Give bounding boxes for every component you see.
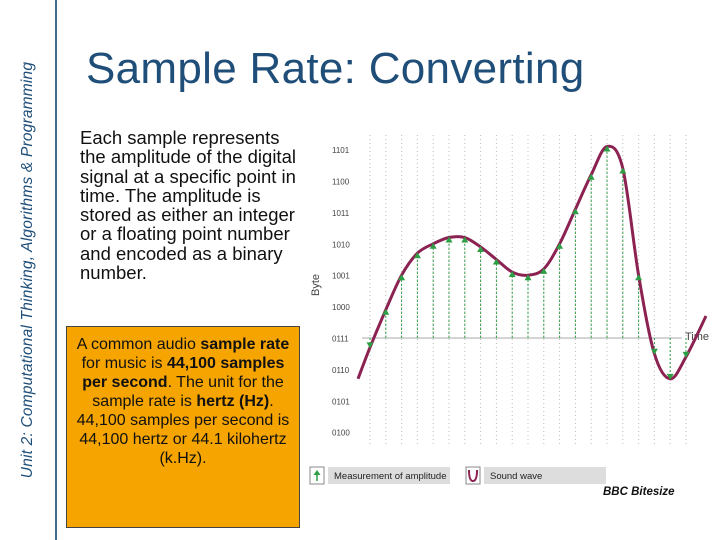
source-credit: BBC Bitesize (603, 486, 675, 498)
page-title: Sample Rate: Converting (86, 44, 585, 93)
sample-arrow (524, 274, 532, 281)
sample-arrow (508, 271, 516, 278)
sample-arrows (366, 145, 690, 380)
sound-wave-chart: 1101 1100 1011 1010 1001 1000 0111 0110 0101 0100… (309, 135, 709, 485)
sample-arrow (492, 258, 500, 265)
sample-arrow (619, 167, 627, 174)
sidebar: Unit 2: Computational Thinking, Algorith… (0, 0, 57, 540)
sample-stems (369, 146, 687, 379)
arrow-up-icon (313, 470, 321, 475)
sample-arrow (540, 267, 548, 274)
sample-arrow (666, 373, 674, 380)
sound-wave (356, 144, 708, 381)
sample-arrow (429, 242, 437, 249)
sample-arrow (382, 308, 390, 315)
legend-amplitude-label: Measurement of amplitude (334, 471, 446, 482)
sample-arrow (461, 236, 469, 243)
sample-rate-note: A common audio sample rate for music is … (66, 326, 300, 528)
legend-wave-box (484, 467, 606, 484)
note-text-3: . The unit for the sample rate is (92, 374, 284, 410)
note-bold-2: 44,100 samples per second (82, 355, 285, 391)
note-text-2: for music is (81, 355, 167, 372)
y-tick-label: 1010 (332, 240, 350, 249)
y-tick-label: 0111 (332, 335, 349, 344)
sample-arrow (413, 252, 421, 259)
y-tick-label: 1011 (332, 209, 350, 218)
legend-amplitude-box (328, 467, 450, 484)
y-tick-label: 0100 (332, 429, 350, 438)
sample-arrow (587, 173, 595, 180)
description-paragraph: Each sample represents the amplitude of … (80, 127, 296, 284)
wave-icon (468, 469, 478, 483)
sample-arrow (571, 208, 579, 215)
legend: Measurement of amplitude Sound wave (309, 466, 606, 485)
y-tick-label: 1001 (332, 272, 350, 281)
y-tick-label: 1000 (332, 303, 350, 312)
y-axis-label: Byte (310, 274, 322, 296)
sample-arrow (682, 351, 690, 358)
sample-arrow (556, 242, 564, 249)
y-tick-label: 1101 (332, 146, 350, 155)
sample-arrow (477, 245, 485, 252)
sample-arrow (445, 236, 453, 243)
y-tick-labels: 1101 1100 1011 1010 1001 1000 0111 0110 0101 0100 (332, 146, 350, 438)
unit-label: Unit 2: Computational Thinking, Algorith… (19, 61, 36, 479)
y-tick-label: 1100 (332, 178, 350, 187)
legend-wave-label: Sound wave (490, 471, 542, 482)
y-tick-label: 0101 (332, 397, 350, 406)
sample-arrow (398, 274, 406, 281)
note-bold-3: hertz (Hz) (196, 393, 270, 410)
sample-arrow (635, 274, 643, 281)
sample-arrow (650, 348, 658, 355)
sample-arrow (603, 145, 611, 152)
y-tick-label: 0110 (332, 366, 350, 375)
sample-arrow (366, 342, 374, 349)
note-text-1: A common audio (76, 336, 201, 353)
note-text-4: . 44,100 samples per second is 44,100 he… (76, 393, 290, 467)
note-bold-1: sample rate (200, 336, 290, 353)
